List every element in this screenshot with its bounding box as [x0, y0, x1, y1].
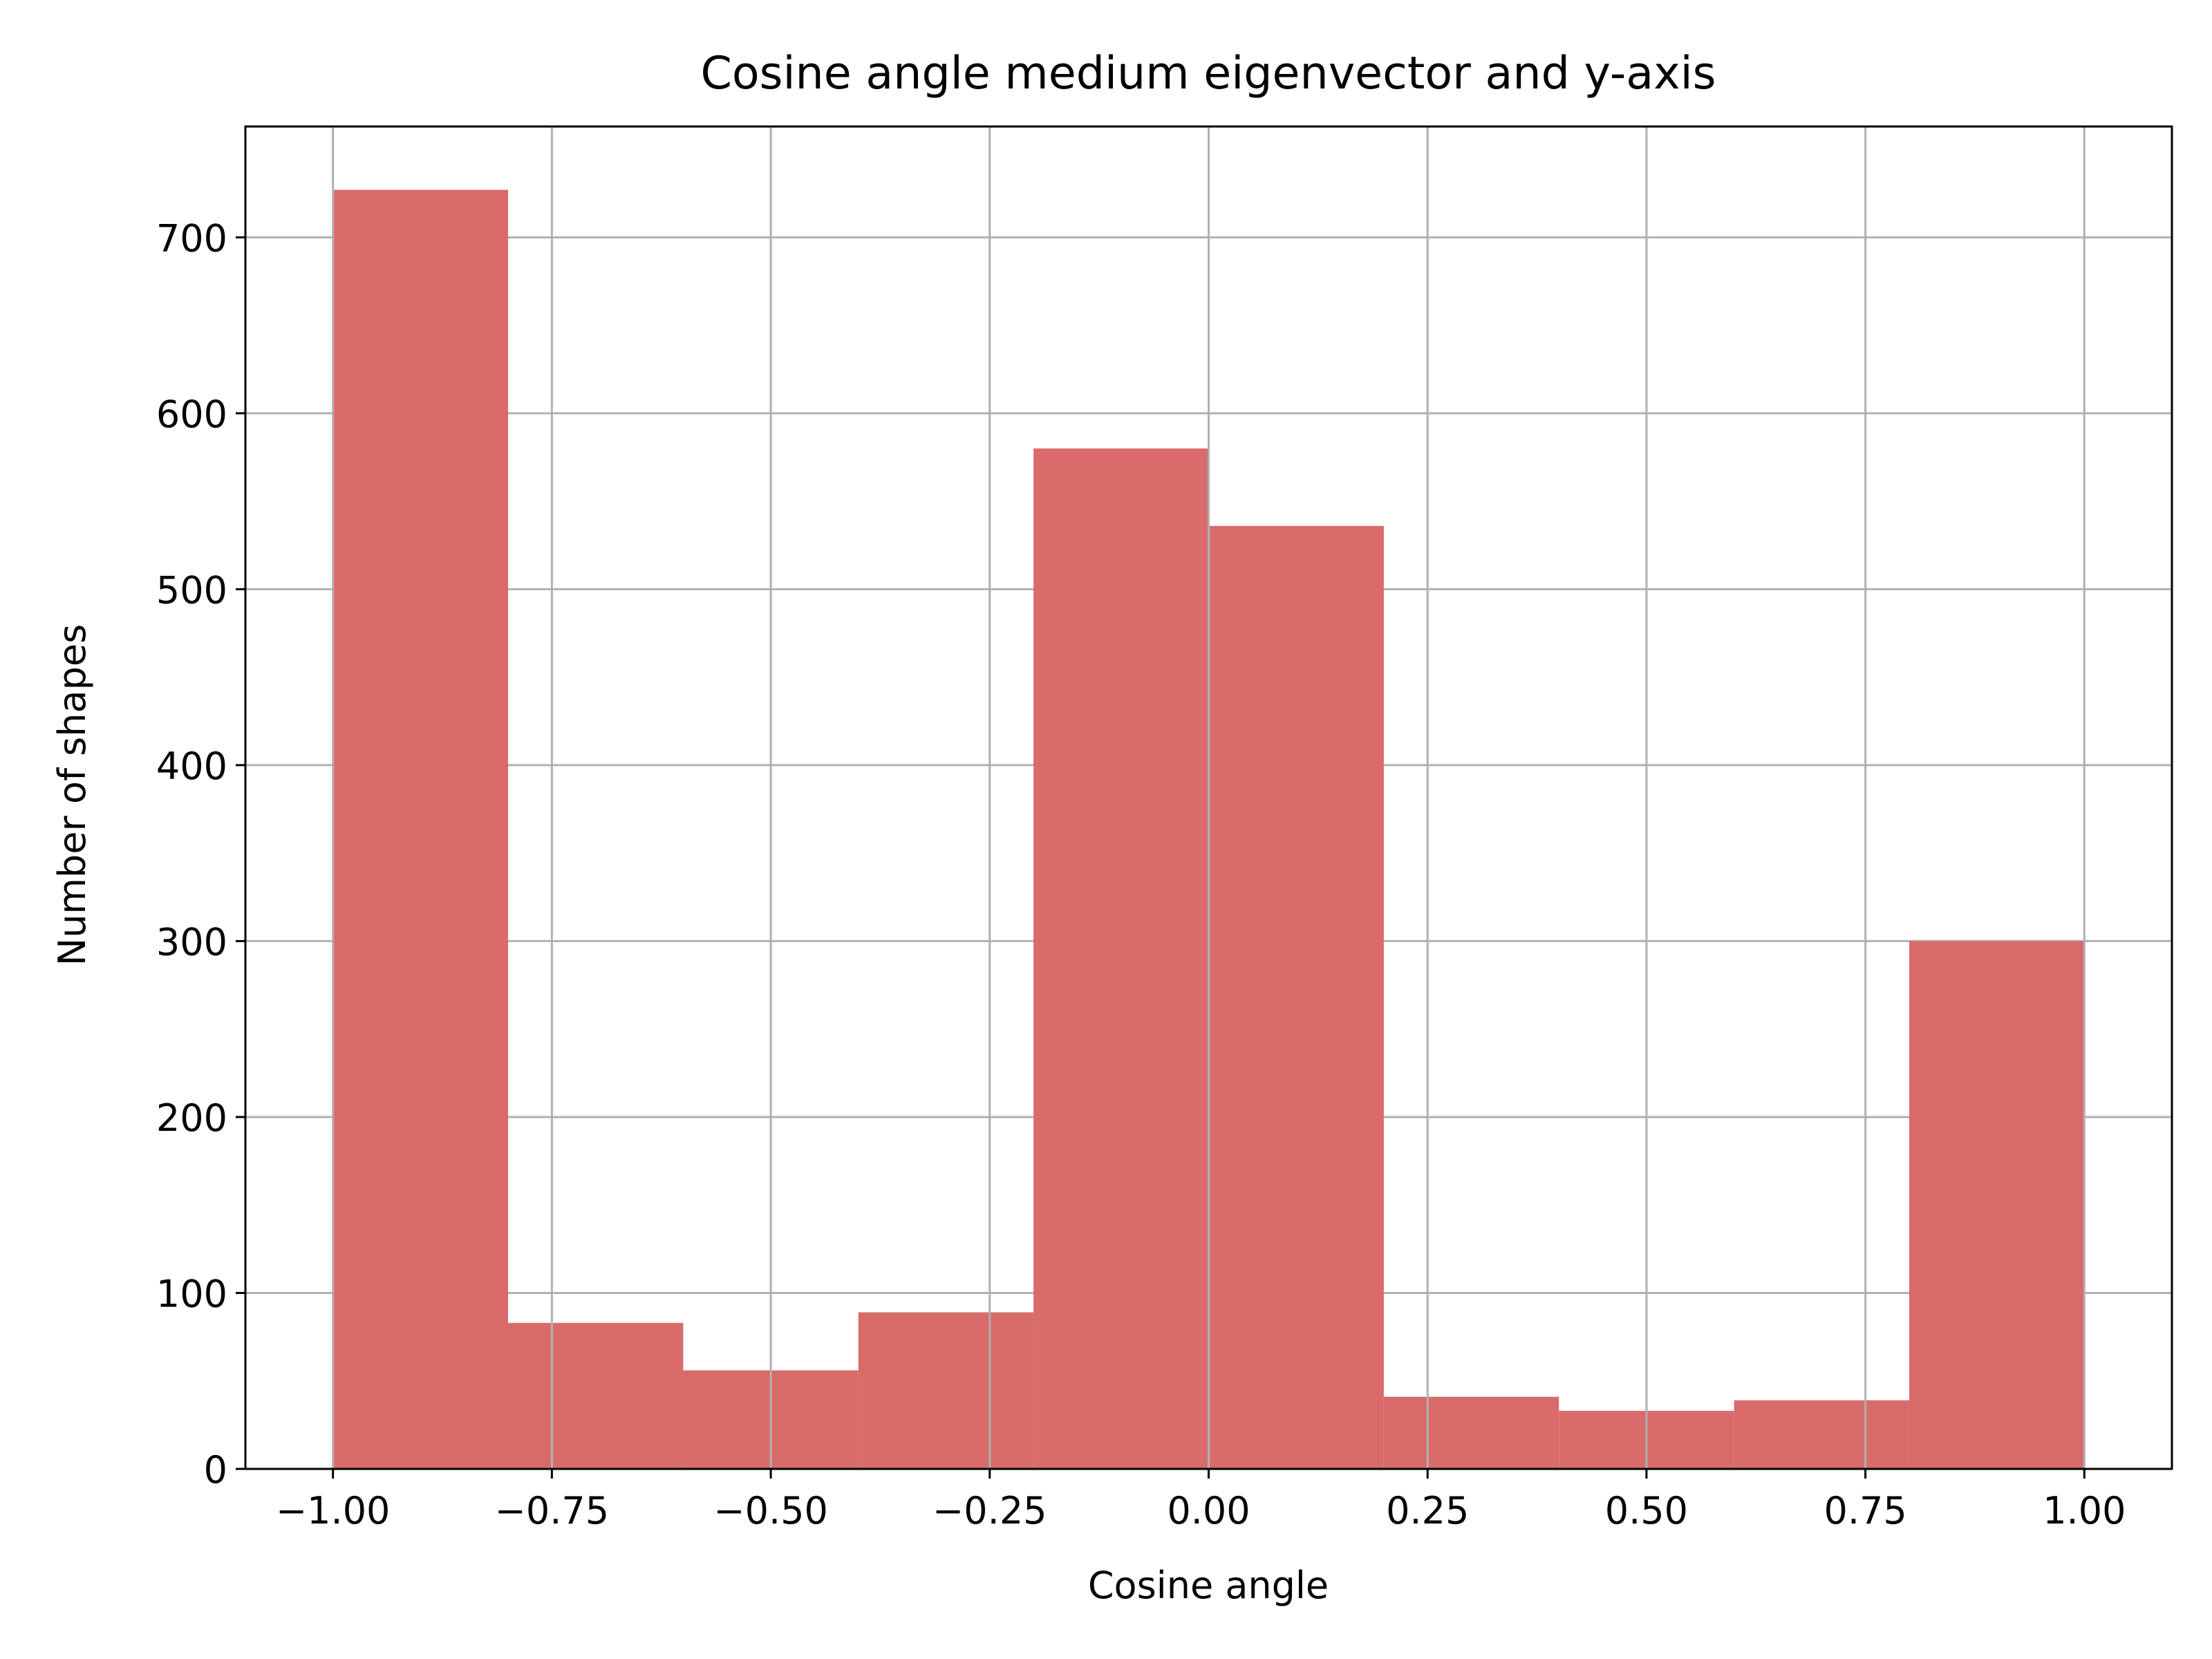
y-tick-label: 300 [156, 920, 227, 964]
x-tick-label: −0.25 [932, 1489, 1047, 1533]
histogram-bar [1734, 1400, 1909, 1469]
x-tick-label: 0.25 [1386, 1489, 1469, 1533]
chart-title: Cosine angle medium eigenvector and y-ax… [700, 48, 1716, 100]
histogram-bar [1033, 448, 1209, 1469]
y-tick-label: 600 [156, 393, 227, 436]
histogram-bar [858, 1312, 1034, 1469]
histogram-bar [1909, 941, 2085, 1469]
x-tick-label: 0.75 [1824, 1489, 1906, 1533]
x-axis-label: Cosine angle [1088, 1564, 1329, 1607]
y-axis-ticks: 0 100 200 300 400 500 600 700 [156, 216, 245, 1492]
histogram-bar [1383, 1396, 1559, 1469]
x-axis-ticks: −1.00 −0.75 −0.50 −0.25 0.00 0.25 0.50 0.75 1.00 [276, 1469, 2126, 1533]
y-tick-label: 400 [156, 744, 227, 788]
y-tick-label: 100 [156, 1272, 227, 1315]
x-tick-label: 0.00 [1167, 1489, 1250, 1533]
x-tick-label: 1.00 [2043, 1489, 2126, 1533]
x-tick-label: −1.00 [276, 1489, 390, 1533]
grid-overlay [332, 126, 2086, 1469]
y-tick-label: 200 [156, 1096, 227, 1140]
x-tick-label: −0.75 [495, 1489, 609, 1533]
y-axis-label: Number of shapes [50, 624, 94, 966]
bars [332, 189, 2085, 1469]
y-tick-label: 500 [156, 568, 227, 612]
y-tick-label: 0 [204, 1448, 227, 1492]
histogram-bar [332, 189, 509, 1469]
x-tick-label: 0.50 [1605, 1489, 1688, 1533]
histogram-bar [1208, 525, 1384, 1469]
y-tick-label: 700 [156, 216, 227, 260]
x-tick-label: −0.50 [713, 1489, 827, 1533]
histogram-bar [508, 1322, 684, 1469]
